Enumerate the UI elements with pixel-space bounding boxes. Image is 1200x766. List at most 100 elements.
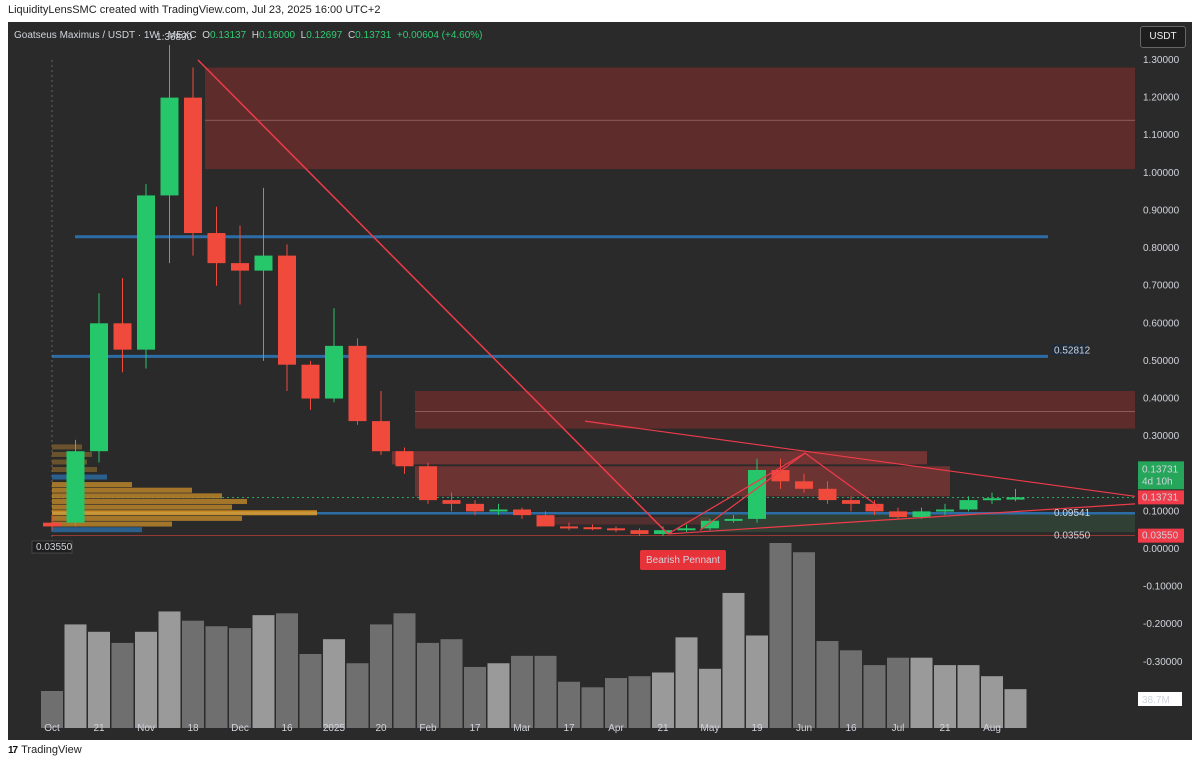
open-label: O: [202, 30, 210, 41]
price-tick-label: 0.60000: [1143, 318, 1180, 329]
volume-label-box: [1138, 692, 1182, 706]
countdown-price-label: 0.13731: [1142, 464, 1179, 475]
time-tick-label: 19: [751, 723, 763, 734]
volume-bar: [252, 615, 275, 728]
price-axis: 1.30000 1.20000 1.10000 1.00000 0.90000 0.800…: [1143, 55, 1183, 668]
candle-body: [936, 509, 954, 512]
candle-body: [137, 195, 155, 350]
volume-bar: [205, 626, 228, 728]
volume-bar: [699, 668, 721, 728]
price-tick-label: 1.00000: [1143, 168, 1180, 179]
left-low-box: [31, 540, 73, 554]
candle-body: [513, 509, 531, 516]
symbol-header: Goatseus Maximus / USDT · 1W · MEXC O0.1…: [14, 30, 483, 41]
candle-body: [677, 528, 696, 531]
price-tick-label: 1.30000: [1143, 55, 1180, 66]
currency-button[interactable]: USDT: [1140, 26, 1186, 48]
chart-credit: LiquidityLensSMC created with TradingVie…: [8, 4, 381, 16]
volume-bar: [675, 637, 698, 728]
volume-bar: [158, 611, 181, 728]
supply-zone-mid: [415, 391, 1135, 429]
price-tick-label: 0.40000: [1143, 394, 1180, 405]
volume-bar: [511, 655, 533, 728]
candle-body: [466, 503, 484, 512]
volume-bar: [41, 691, 63, 728]
volume-bar: [534, 655, 557, 728]
candles-layer: [43, 44, 1025, 536]
volume-bar: [88, 631, 110, 728]
volume-bar: [111, 642, 134, 728]
time-tick-label: 17: [469, 723, 481, 734]
candle-body: [184, 97, 202, 234]
price-tick-label: 0.50000: [1143, 356, 1180, 367]
candle-body: [66, 451, 85, 523]
close-value: 0.13731: [355, 30, 392, 41]
volume-bar: [182, 620, 204, 728]
volume-bar: [722, 592, 745, 728]
price-tick-label: 0.90000: [1143, 205, 1180, 216]
time-tick-label: 21: [939, 723, 951, 734]
candle-body: [818, 488, 837, 501]
pennant-label: Bearish Pennant: [646, 555, 720, 566]
high-label: 1.36890: [156, 32, 193, 43]
candle-body: [43, 522, 61, 527]
left-low-label: 0.03550: [36, 542, 73, 553]
demand-zone: [700, 513, 1135, 533]
low-price-box: [1138, 528, 1184, 543]
candle-body: [348, 345, 367, 422]
candle-body: [724, 518, 743, 521]
time-tick-label: Aug: [983, 723, 1001, 734]
profile-bar: [52, 510, 317, 516]
level-label-bottom: 0.03550: [1054, 531, 1091, 542]
volume-bar: [64, 624, 87, 728]
volume-bar: [393, 613, 416, 728]
candle-body: [278, 255, 296, 365]
price-tick-label: 0.10000: [1143, 506, 1180, 517]
time-tick-label: Apr: [608, 723, 624, 734]
high-label: H: [251, 30, 259, 41]
candle-body: [325, 345, 343, 399]
volume-bar: [370, 624, 392, 728]
candle-body: [113, 323, 132, 350]
profile-bar: [52, 444, 82, 450]
candle-body: [1006, 497, 1025, 500]
candle-body: [254, 255, 273, 271]
candle-body: [607, 528, 625, 531]
candle-body: [842, 500, 860, 504]
price-tick-label: -0.30000: [1143, 657, 1183, 668]
volume-bar: [581, 687, 604, 728]
time-tick-label: 21: [93, 723, 105, 734]
volume-profile-layer: [52, 444, 317, 533]
footer-brand: TradingView: [21, 744, 82, 756]
profile-bar: [52, 515, 242, 521]
profile-bar: [52, 487, 192, 493]
candle-body: [442, 500, 461, 504]
price-tick-label: -0.20000: [1143, 619, 1183, 630]
supply-zone-small: [392, 451, 927, 465]
profile-bar: [52, 527, 142, 533]
time-tick-label: 21: [657, 723, 669, 734]
time-tick-label: May: [701, 723, 720, 734]
volume-bar: [487, 663, 510, 728]
price-tick-label: 0.70000: [1143, 281, 1180, 292]
change-value: +0.00604 (+4.60%): [396, 30, 483, 41]
volume-bar: [299, 654, 322, 728]
volume-bar: [346, 663, 369, 728]
time-tick-label: Oct: [44, 723, 60, 734]
candle-body: [912, 511, 931, 518]
candle-body: [395, 451, 414, 467]
drawings-layer: [197, 59, 1136, 535]
pennant-label-box: [640, 550, 726, 570]
candle-body: [771, 470, 790, 482]
time-tick-label: 16: [845, 723, 857, 734]
countdown-label: 4d 10h: [1142, 476, 1173, 487]
volume-bar: [981, 676, 1003, 728]
volume-bar: [1004, 689, 1027, 728]
volume-label: 38.7M: [1142, 695, 1170, 706]
candle-body: [630, 530, 649, 534]
profile-bar: [52, 498, 247, 504]
volume-layer: [41, 543, 1027, 728]
pennant-upper-line: [584, 420, 1136, 497]
